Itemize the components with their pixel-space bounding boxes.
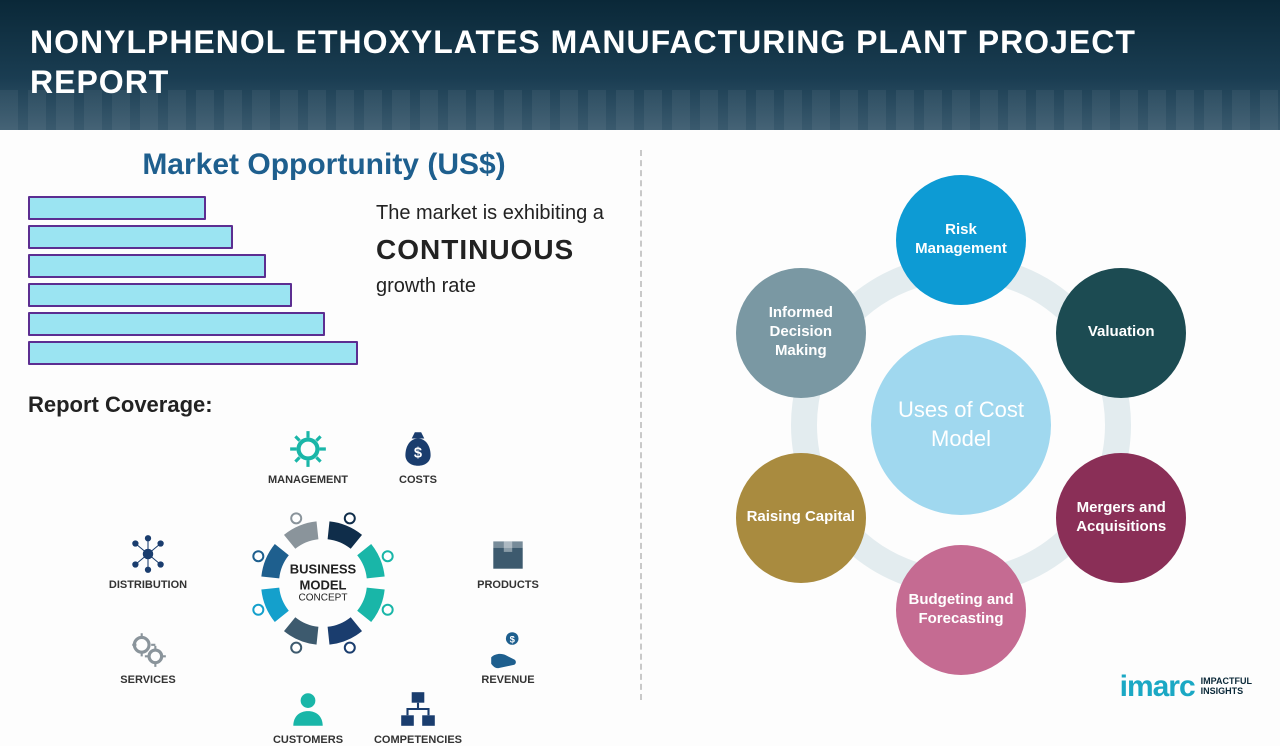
cost-node: Risk Management <box>896 175 1026 305</box>
coverage-item: $ REVENUE <box>458 628 558 686</box>
mo-text-line1: The market is exhibiting a <box>376 202 604 224</box>
brand-logo: imarc IMPACTFUL INSIGHTS <box>1120 670 1252 704</box>
person-icon <box>287 688 329 730</box>
coverage-label: PRODUCTS <box>458 579 558 591</box>
content-row: Market Opportunity (US$) The market is e… <box>0 130 1280 720</box>
moneybag-icon: $ <box>397 428 439 470</box>
cost-model-center: Uses of Cost Model <box>871 335 1051 515</box>
coverage-label: REVENUE <box>458 674 558 686</box>
business-model-diagram: BUSINESS MODEL CONCEPT MANAGEMENT $ COSTS D… <box>58 428 578 728</box>
svg-text:$: $ <box>510 635 516 646</box>
dots-icon <box>127 533 169 575</box>
cost-node: Valuation <box>1056 268 1186 398</box>
market-opportunity-text: The market is exhibiting a CONTINUOUS gr… <box>376 196 620 300</box>
coverage-label: MANAGEMENT <box>258 474 358 486</box>
chart-bar <box>28 312 325 336</box>
coverage-label: DISTRIBUTION <box>98 579 198 591</box>
chart-bar <box>28 196 206 220</box>
svg-text:$: $ <box>414 445 422 461</box>
market-opportunity-bars <box>28 196 358 370</box>
coverage-item: MANAGEMENT <box>258 428 358 486</box>
chart-bar <box>28 341 358 365</box>
left-pane: Market Opportunity (US$) The market is e… <box>0 130 640 720</box>
chart-bar <box>28 254 266 278</box>
business-model-ring: BUSINESS MODEL CONCEPT <box>248 508 398 658</box>
cost-node: Informed Decision Making <box>736 268 866 398</box>
cost-model-diagram: Uses of Cost Model Risk ManagementValuat… <box>701 165 1221 685</box>
gear-icon <box>287 428 329 470</box>
report-header: NONYLPHENOL ETHOXYLATES MANUFACTURING PL… <box>0 0 1280 130</box>
coverage-item: SERVICES <box>98 628 198 686</box>
cost-node: Mergers and Acquisitions <box>1056 453 1186 583</box>
coverage-label: COSTS <box>368 474 468 486</box>
right-pane: Uses of Cost Model Risk ManagementValuat… <box>642 130 1280 720</box>
cost-node: Budgeting and Forecasting <box>896 545 1026 675</box>
gears-icon <box>127 628 169 670</box>
chart-bar <box>28 283 292 307</box>
mo-text-line2: growth rate <box>376 275 476 297</box>
coverage-item: PRODUCTS <box>458 533 558 591</box>
market-opportunity-title: Market Opportunity (US$) <box>28 148 620 182</box>
org-icon <box>397 688 439 730</box>
chart-bar <box>28 225 233 249</box>
coverage-label: SERVICES <box>98 674 198 686</box>
hand-icon: $ <box>487 628 529 670</box>
brand-tagline: IMPACTFUL INSIGHTS <box>1201 677 1252 697</box>
cost-node: Raising Capital <box>736 453 866 583</box>
coverage-item: COMPETENCIES <box>368 688 468 746</box>
brand-name: imarc <box>1120 670 1195 704</box>
mo-text-emphasis: CONTINUOUS <box>376 231 620 269</box>
box-icon <box>487 533 529 575</box>
coverage-label: CUSTOMERS <box>258 734 358 746</box>
market-opportunity-row: The market is exhibiting a CONTINUOUS gr… <box>28 196 620 370</box>
coverage-label: COMPETENCIES <box>368 734 468 746</box>
coverage-item: DISTRIBUTION <box>98 533 198 591</box>
business-model-center: BUSINESS MODEL CONCEPT <box>286 561 361 604</box>
coverage-item: CUSTOMERS <box>258 688 358 746</box>
report-coverage-title: Report Coverage: <box>28 392 620 418</box>
coverage-item: $ COSTS <box>368 428 468 486</box>
page-title: NONYLPHENOL ETHOXYLATES MANUFACTURING PL… <box>30 22 1250 102</box>
